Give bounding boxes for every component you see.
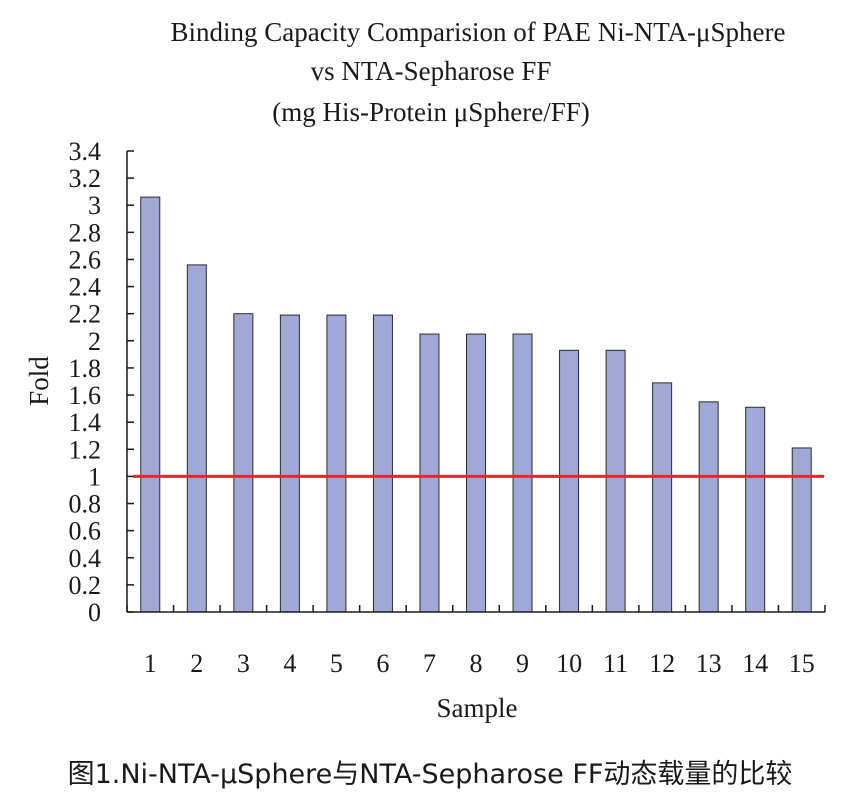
- bar-sample-14: [745, 406, 766, 613]
- y-tick-label: 1.2: [69, 435, 102, 464]
- y-tick-label: 1.6: [69, 381, 102, 410]
- y-tick-label: 2.8: [69, 218, 102, 247]
- bar-sample-5: [326, 314, 347, 613]
- y-tick-label: 3: [88, 191, 101, 220]
- y-tick-label: 1: [88, 462, 101, 491]
- y-tick-label: 2.6: [69, 245, 102, 274]
- bar-sample-8: [466, 333, 486, 613]
- y-tick-label: 1.8: [69, 354, 102, 383]
- bar-sample-12: [652, 382, 673, 613]
- chart-title-line-2: vs NTA-Sepharose FF: [311, 56, 552, 86]
- figure-caption: 图1.Ni-NTA-μSphere与NTA-Sepharose FF动态载量的比…: [68, 759, 793, 790]
- bar-sample-13: [698, 401, 719, 613]
- y-tick-label: 0.2: [69, 571, 102, 600]
- y-tick-label: 0.6: [69, 517, 102, 546]
- x-tick-label: 14: [742, 649, 768, 678]
- x-tick-label: 2: [190, 649, 203, 678]
- x-tick-label: 10: [556, 649, 582, 678]
- x-axis-ticks: 1 2 3 4 5 6 7 8 9 10 11 12 13 14 15: [126, 605, 826, 678]
- x-tick-label: 4: [283, 649, 296, 678]
- bar-sample-4: [279, 314, 300, 613]
- bar-sample-10: [559, 349, 580, 613]
- y-tick-label: 2.2: [69, 300, 102, 329]
- bar-sample-2: [186, 264, 207, 613]
- x-tick-label: 11: [603, 649, 628, 678]
- x-tick-label: 3: [237, 649, 250, 678]
- y-tick-label: 3.4: [69, 137, 102, 166]
- y-tick-label: 2.4: [69, 273, 102, 302]
- y-axis-label: Fold: [24, 356, 54, 406]
- chart-title-line-3: (mg His-Protein μSphere/FF): [272, 97, 589, 127]
- bar-sample-9: [512, 333, 533, 613]
- x-tick-label: 9: [516, 649, 529, 678]
- x-tick-label: 13: [696, 649, 722, 678]
- bar-sample-11: [605, 349, 626, 613]
- x-tick-label: 8: [470, 649, 483, 678]
- y-tick-label: 3.2: [69, 164, 102, 193]
- y-tick-label: 1.4: [69, 408, 102, 437]
- bar-sample-1: [140, 196, 161, 613]
- x-tick-label: 7: [423, 649, 436, 678]
- y-axis-ticks: 00.20.40.60.811.21.41.61.822.22.42.62.83…: [69, 137, 134, 627]
- bar-sample-3: [233, 313, 254, 613]
- x-tick-label: 12: [649, 649, 675, 678]
- bar-series: [140, 196, 812, 613]
- x-tick-label: 5: [330, 649, 343, 678]
- bar-sample-6: [372, 314, 393, 613]
- x-tick-label: 15: [789, 649, 815, 678]
- y-tick-label: 2: [88, 327, 101, 356]
- x-tick-label: 6: [376, 649, 389, 678]
- bar-sample-15: [791, 447, 812, 613]
- x-tick-label: 1: [144, 649, 157, 678]
- y-tick-label: 0.4: [69, 544, 102, 573]
- y-tick-label: 0: [88, 598, 101, 627]
- y-tick-label: 0.8: [69, 490, 102, 519]
- bar-sample-7: [419, 333, 440, 613]
- x-axis-label: Sample: [437, 693, 518, 723]
- chart-title-line-1: Binding Capacity Comparision of PAE Ni-N…: [170, 17, 785, 47]
